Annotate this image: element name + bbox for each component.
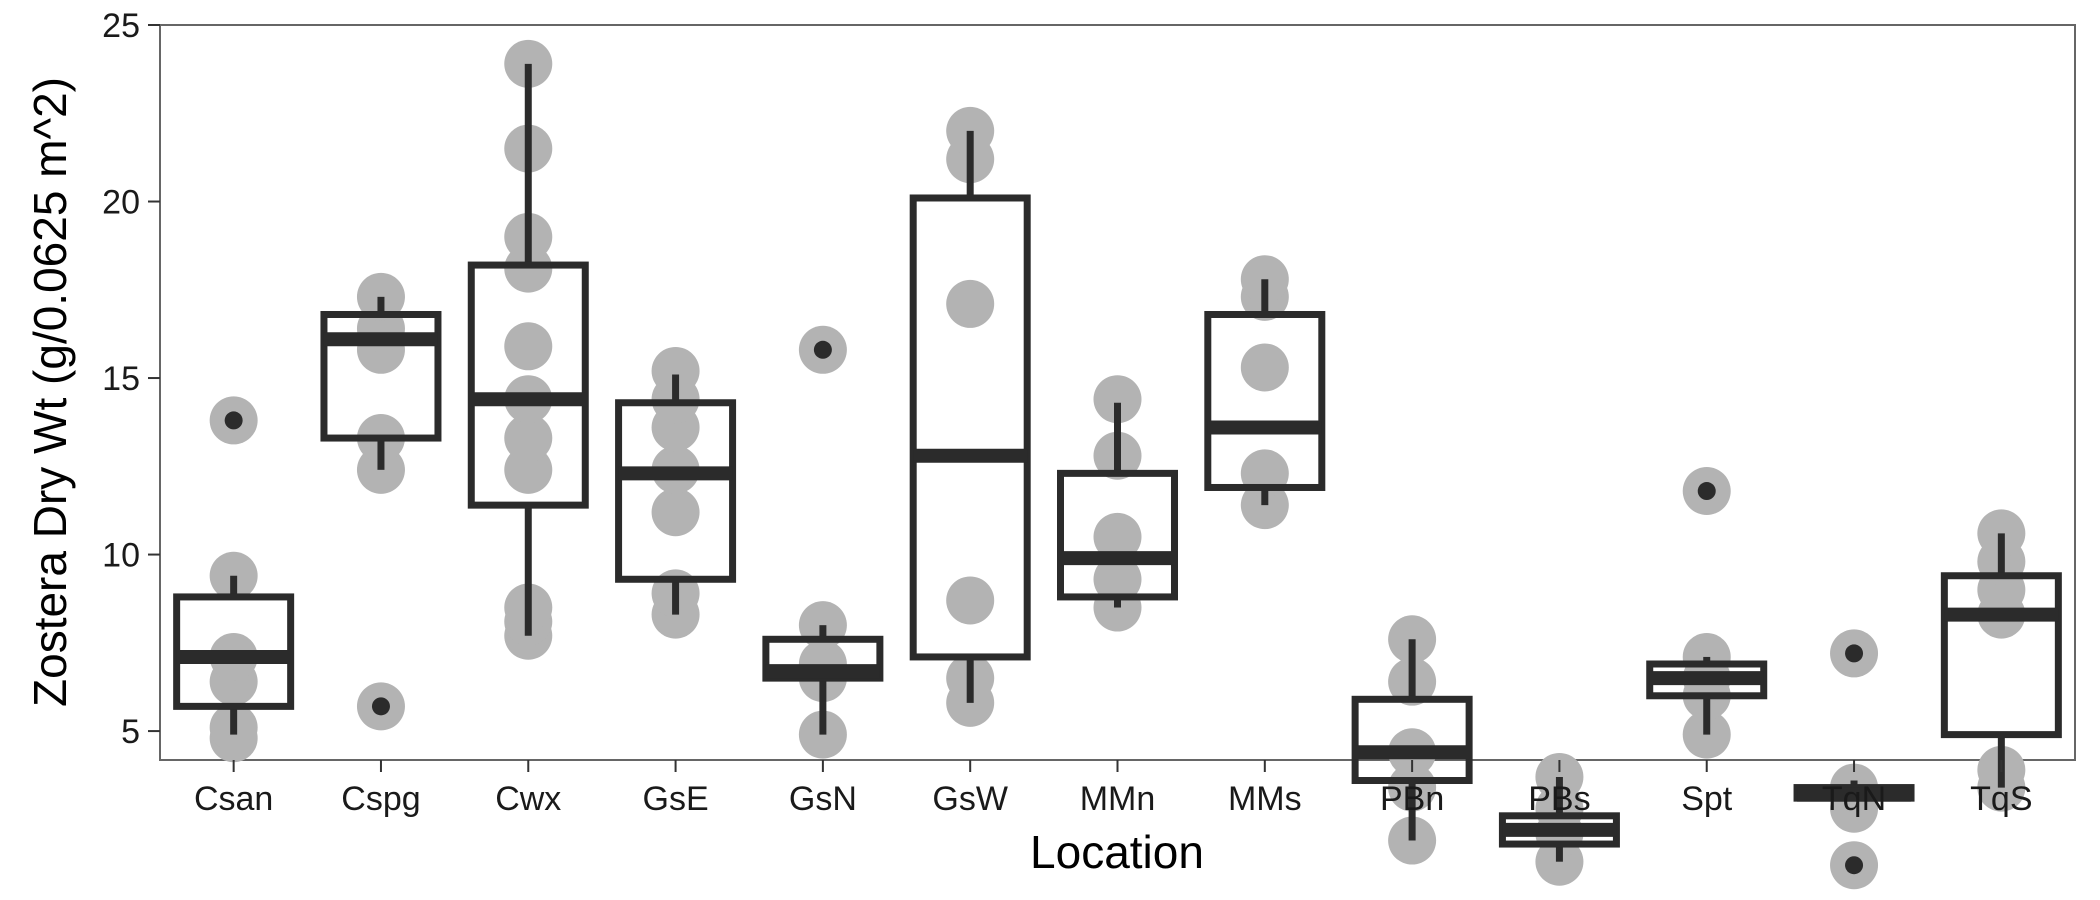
box bbox=[1204, 310, 1326, 491]
x-tick-label: PBs bbox=[1528, 780, 1590, 818]
x-tick-label: TqS bbox=[1970, 780, 2032, 818]
box bbox=[909, 194, 1031, 661]
data-point bbox=[651, 346, 700, 395]
box bbox=[762, 635, 884, 682]
x-axis-title: Location bbox=[1030, 826, 1204, 878]
y-axis: 5 10 15 20 25 bbox=[102, 7, 160, 751]
x-tick-label: Csan bbox=[194, 780, 273, 818]
data-point bbox=[1240, 343, 1289, 392]
data-point bbox=[504, 322, 553, 371]
y-tick-label: 20 bbox=[102, 184, 140, 222]
y-tick-label: 5 bbox=[121, 713, 140, 751]
y-axis-title: Zostera Dry Wt (g/0.0625 m^2) bbox=[24, 77, 76, 707]
x-tick-label: TqN bbox=[1822, 780, 1886, 818]
data-point bbox=[946, 576, 995, 625]
data-point bbox=[946, 279, 995, 328]
outlier-point bbox=[1845, 856, 1864, 875]
boxplots bbox=[173, 63, 2062, 862]
data-point bbox=[504, 39, 553, 88]
x-tick-label: GsE bbox=[643, 780, 709, 818]
x-tick-label: Spt bbox=[1681, 780, 1733, 818]
x-tick-label: MMn bbox=[1080, 780, 1156, 818]
y-tick-label: 25 bbox=[102, 7, 140, 45]
outlier-point bbox=[1845, 644, 1864, 663]
box bbox=[1057, 469, 1178, 601]
outlier-point bbox=[1697, 482, 1716, 501]
x-tick-label: GsW bbox=[932, 780, 1008, 818]
box bbox=[1351, 695, 1473, 785]
box bbox=[1940, 572, 2062, 739]
box bbox=[320, 310, 442, 442]
x-tick-label: GsN bbox=[789, 780, 857, 818]
y-tick-label: 15 bbox=[102, 360, 140, 398]
x-axis: Csan Cspg Cwx GsE GsN GsW MMn MMs PBn PBs Spt TqN Tq… bbox=[194, 760, 2033, 818]
box bbox=[467, 261, 589, 509]
box bbox=[615, 399, 737, 583]
data-point bbox=[1093, 375, 1142, 424]
x-tick-label: MMs bbox=[1228, 780, 1302, 818]
x-tick-label: Cspg bbox=[341, 780, 420, 818]
data-point bbox=[504, 414, 553, 463]
data-point bbox=[651, 488, 700, 537]
outlier-point bbox=[371, 697, 390, 716]
x-tick-label: Cwx bbox=[495, 780, 561, 818]
x-tick-label: PBn bbox=[1380, 780, 1444, 818]
outlier-points bbox=[224, 340, 1864, 875]
outlier-point bbox=[813, 340, 832, 359]
data-point bbox=[1093, 555, 1142, 604]
y-tick-label: 10 bbox=[102, 537, 140, 575]
data-point bbox=[1093, 512, 1142, 561]
outlier-point bbox=[224, 411, 243, 430]
